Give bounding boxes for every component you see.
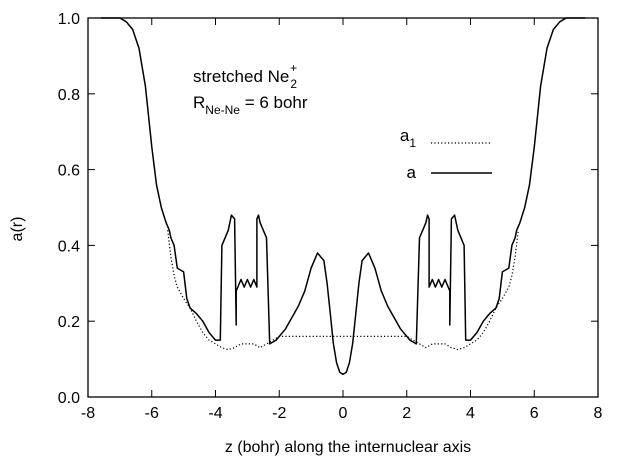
y-tick-label: 0.8 — [58, 87, 80, 104]
tick-labels: -8 -6 -4 -2 0 2 4 6 8 0.0 0.2 0.4 0.6 0.8 1.0 — [58, 11, 603, 422]
y-tick-label: 0.2 — [58, 314, 80, 331]
y-tick-label: 1.0 — [58, 11, 80, 28]
annotation-system: stretched Ne2+ — [193, 61, 297, 91]
x-tick-label: 0 — [339, 405, 348, 422]
annotation-distance-subscript: Ne-Ne — [205, 103, 240, 117]
annotation-subscript: 2 — [290, 77, 297, 91]
legend-label-a1: a1 — [400, 126, 416, 150]
x-tick-label: 8 — [594, 405, 603, 422]
legend: a1 a — [400, 126, 492, 182]
x-tick-label: 4 — [466, 405, 475, 422]
x-tick-label: -8 — [81, 405, 95, 422]
x-tick-label: -6 — [145, 405, 159, 422]
y-axis-label: a(r) — [9, 217, 26, 242]
y-tick-label: 0.6 — [58, 163, 80, 180]
x-tick-label: 2 — [402, 405, 411, 422]
annotation-superscript: + — [290, 61, 297, 75]
x-axis-label: z (bohr) along the internuclear axis — [225, 439, 471, 456]
series-line-a — [100, 17, 586, 376]
plot-frame — [87, 17, 599, 398]
axis-ticks — [87, 17, 599, 398]
y-tick-label: 0.0 — [58, 390, 80, 407]
x-tick-label: 6 — [530, 405, 539, 422]
legend-label-a: a — [407, 163, 417, 182]
annotation-distance: RNe-Ne = 6 bohr — [193, 93, 308, 117]
x-tick-label: -2 — [272, 405, 286, 422]
y-tick-label: 0.4 — [58, 238, 80, 255]
plot-lines — [100, 17, 586, 376]
x-tick-label: -4 — [208, 405, 222, 422]
